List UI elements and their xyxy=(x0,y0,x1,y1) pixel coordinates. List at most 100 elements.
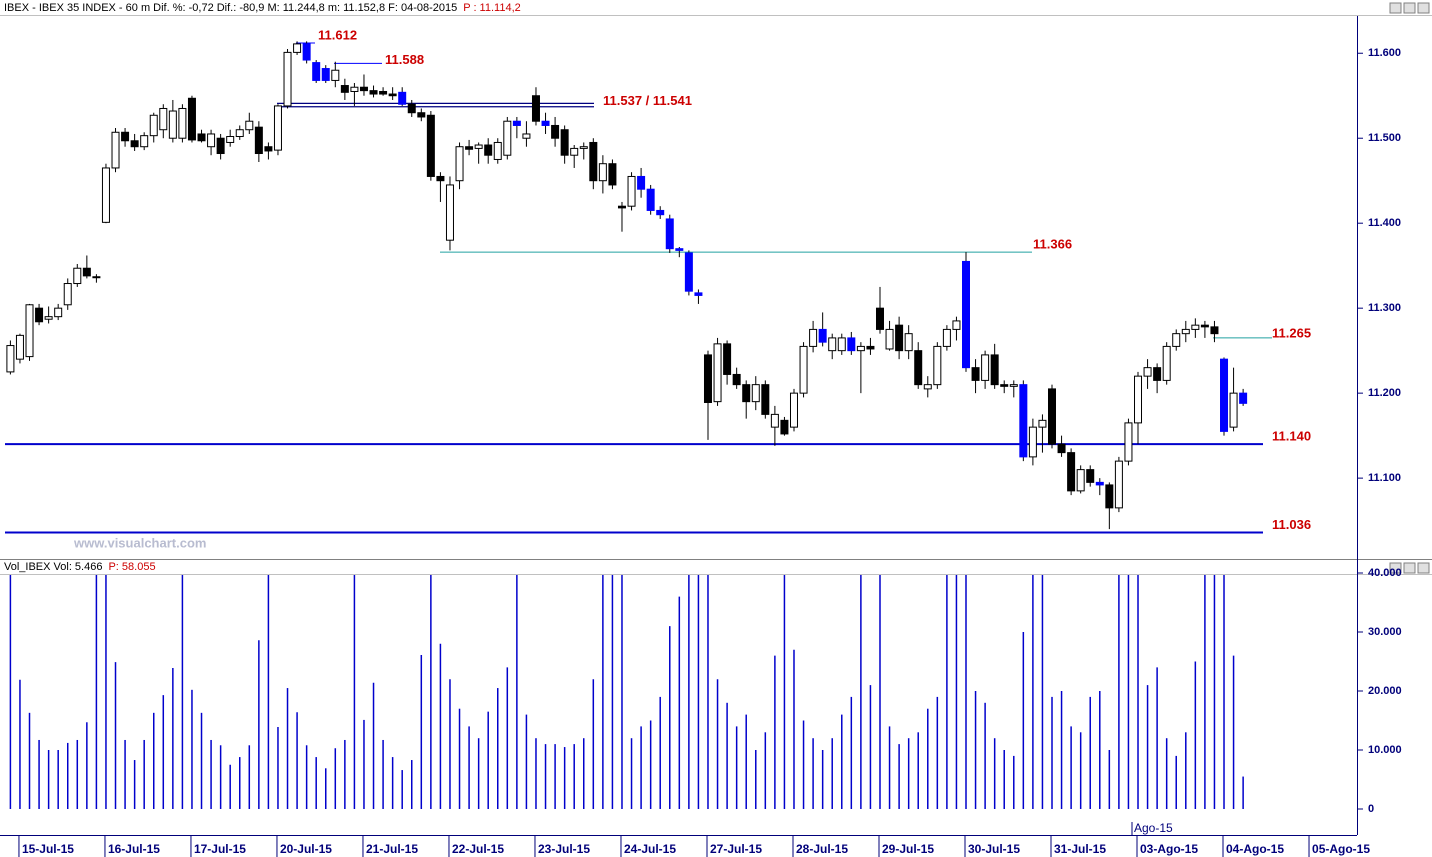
price-plot xyxy=(5,41,1272,534)
last-price: P : 11.114,2 xyxy=(463,2,521,14)
x-tick-label: 15-Jul-15 xyxy=(22,842,74,856)
button[interactable] xyxy=(1389,562,1402,574)
candle-body xyxy=(293,43,302,53)
candle-body xyxy=(971,367,980,381)
annotation-label: 11.036 xyxy=(1272,517,1311,532)
candle-body xyxy=(207,133,216,148)
candle-body xyxy=(121,131,130,142)
x-tick-label: 23-Jul-15 xyxy=(538,842,590,856)
x-tick-label: 31-Jul-15 xyxy=(1054,842,1106,856)
candle-body xyxy=(1105,484,1114,509)
annotation-label: 11.612 xyxy=(318,27,357,42)
y-tick-label: 11.500 xyxy=(1368,132,1401,144)
volume-title-text: Vol_IBEX Vol: 5.466 xyxy=(4,561,102,573)
x-tick-label: 20-Jul-15 xyxy=(280,842,332,856)
candle-body xyxy=(904,333,913,352)
candle-body xyxy=(379,90,388,95)
candle-body xyxy=(264,146,273,152)
candle-body xyxy=(1172,333,1181,347)
candle-body xyxy=(1057,443,1066,454)
window-buttons[interactable] xyxy=(1389,2,1430,574)
candle-body xyxy=(828,337,837,352)
button[interactable] xyxy=(1417,562,1430,574)
candle-body xyxy=(962,260,970,369)
candle-body xyxy=(1067,452,1076,492)
candle-body xyxy=(942,328,951,347)
candle-body xyxy=(187,97,196,141)
candle-body xyxy=(665,218,674,250)
candle-body xyxy=(589,141,598,182)
candle-body xyxy=(35,307,44,323)
x-tick-label: 21-Jul-15 xyxy=(366,842,418,856)
candle-body xyxy=(92,276,101,279)
y-tick-label: 11.400 xyxy=(1368,217,1401,229)
volume-y-tick-label: 20.000 xyxy=(1368,685,1402,697)
candle-body xyxy=(178,107,187,139)
candle-body xyxy=(1095,481,1104,486)
candle-body xyxy=(474,144,483,149)
button[interactable] xyxy=(1389,2,1402,14)
candle-body xyxy=(350,86,359,92)
candle-body xyxy=(140,135,149,148)
candle-body xyxy=(684,252,693,292)
candle-body xyxy=(159,107,168,131)
volume-plot xyxy=(9,575,1244,809)
candle-body xyxy=(484,144,493,156)
candle-body xyxy=(417,112,426,118)
volume-y-tick-label: 40.000 xyxy=(1368,567,1402,579)
volume-last: P: 58.055 xyxy=(108,561,155,573)
candle-body xyxy=(1124,422,1133,462)
candle-body xyxy=(455,146,464,182)
candle-body xyxy=(885,328,894,350)
candle-body xyxy=(723,343,732,375)
candle-body xyxy=(340,85,349,93)
candle-body xyxy=(1009,384,1018,387)
candle-body xyxy=(331,69,340,81)
volume-title: Vol_IBEX Vol: 5.466 P: 58.055 xyxy=(4,561,156,573)
volume-y-tick-label: 0 xyxy=(1368,803,1374,815)
button[interactable] xyxy=(1403,2,1416,14)
candle-body xyxy=(445,184,454,241)
volume-y-tick-label: 10.000 xyxy=(1368,744,1402,756)
x-tick-label: 22-Jul-15 xyxy=(452,842,504,856)
candle-body xyxy=(875,307,884,330)
y-tick-label: 11.200 xyxy=(1368,387,1401,399)
candle-body xyxy=(799,345,808,394)
candle-body xyxy=(732,373,741,386)
y-tick-label: 11.100 xyxy=(1368,472,1401,484)
candle-body xyxy=(6,345,15,373)
candle-body xyxy=(809,328,818,347)
candle-body xyxy=(923,384,932,390)
button[interactable] xyxy=(1403,562,1416,574)
candle-body xyxy=(226,136,235,143)
candle-body xyxy=(245,120,254,131)
candle-body xyxy=(1191,324,1200,330)
watermark: www.visualchart.com xyxy=(73,535,206,550)
candle-body xyxy=(598,163,607,182)
candle-body xyxy=(637,175,646,190)
candle-body xyxy=(436,175,445,182)
candle-body xyxy=(627,175,636,207)
x-tick-label: 30-Jul-15 xyxy=(968,842,1020,856)
candle-body xyxy=(761,384,770,415)
candle-body xyxy=(54,307,63,318)
x-tick-label: 28-Jul-15 xyxy=(796,842,848,856)
candle-body xyxy=(541,120,550,126)
candle-body xyxy=(1200,324,1209,328)
button[interactable] xyxy=(1417,2,1430,14)
candle-body xyxy=(1239,392,1248,404)
annotation-label: 11.265 xyxy=(1272,325,1311,340)
candle-body xyxy=(675,248,684,251)
candle-body xyxy=(847,337,856,352)
candle-body xyxy=(216,137,225,155)
candle-body xyxy=(493,141,502,160)
candle-body xyxy=(914,350,923,386)
candle-body xyxy=(952,320,961,330)
month-label: Ago-15 xyxy=(1134,821,1173,835)
y-tick-label: 11.600 xyxy=(1368,47,1401,59)
candle-body xyxy=(789,392,798,428)
volume-y-tick-label: 30.000 xyxy=(1368,626,1402,638)
candle-body xyxy=(82,267,91,277)
candle-body xyxy=(44,316,53,320)
